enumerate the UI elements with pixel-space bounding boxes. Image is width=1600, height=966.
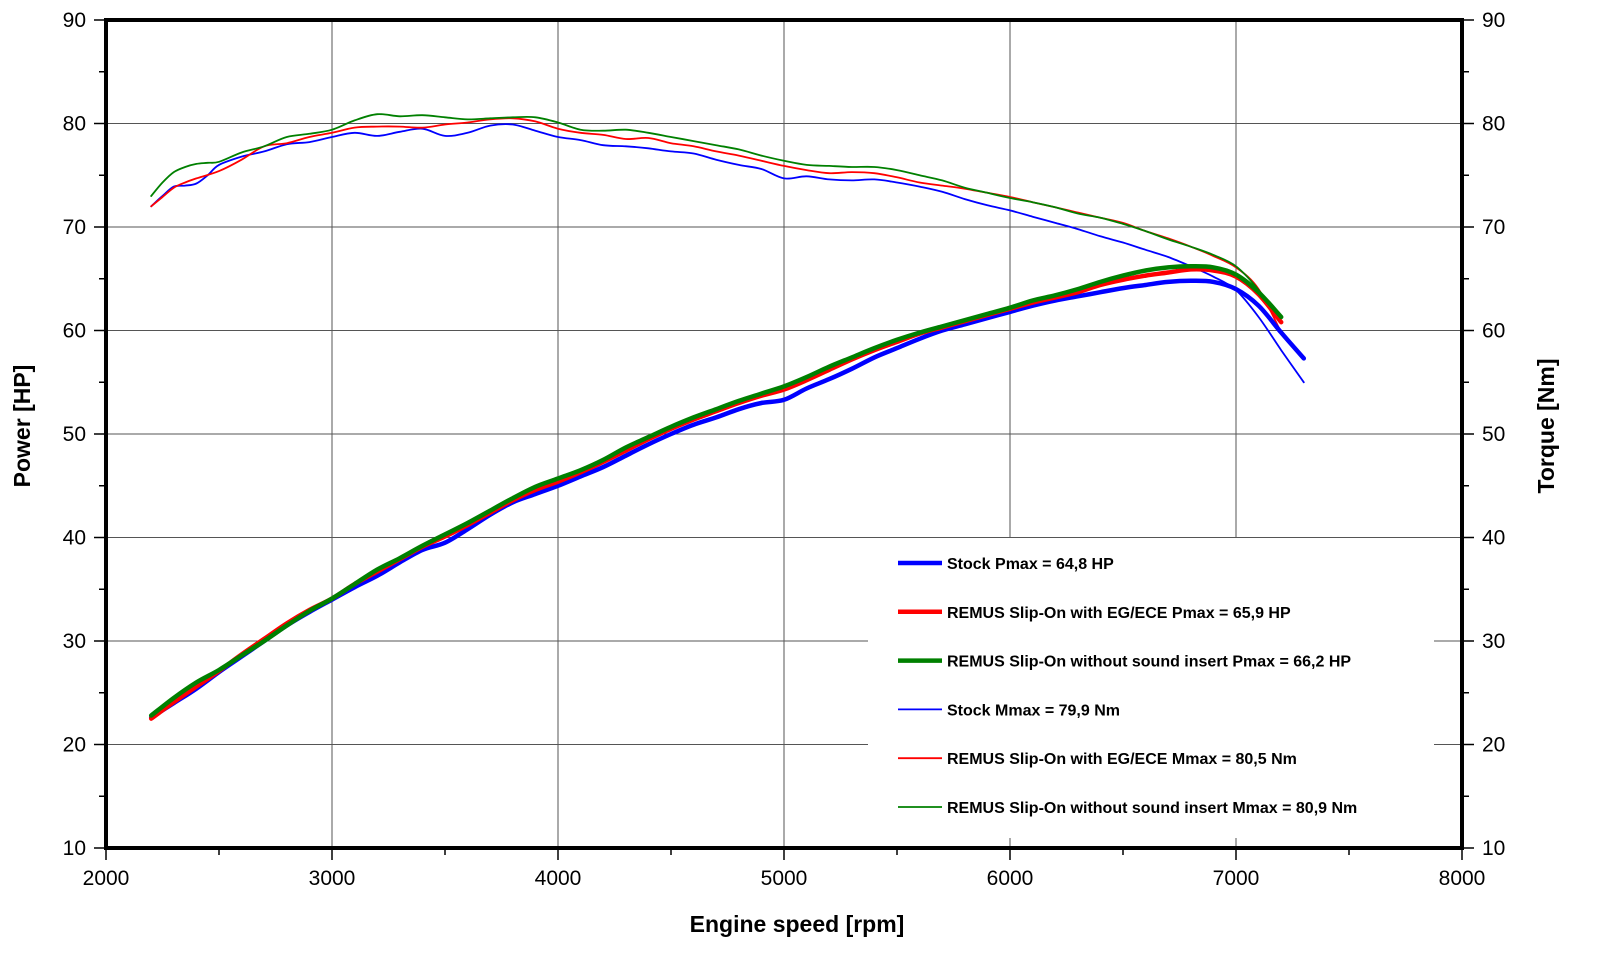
series-line-4 bbox=[150, 123, 1305, 384]
legend-label-3: REMUS Slip-On without sound insert Pmax … bbox=[947, 654, 1351, 671]
series-layer bbox=[148, 113, 1307, 721]
y-tick-label: 20 bbox=[63, 734, 86, 757]
y-tick-label: 30 bbox=[63, 630, 86, 653]
y-tick-label: 60 bbox=[63, 320, 86, 343]
y2-tick-label: 10 bbox=[1482, 837, 1505, 860]
legend-label-4: Stock Mmax = 79,9 Nm bbox=[947, 702, 1120, 719]
y2-tick-label: 40 bbox=[1482, 527, 1505, 550]
legend-label-6: REMUS Slip-On without sound insert Mmax … bbox=[947, 800, 1357, 817]
y-tick-label: 10 bbox=[63, 837, 86, 860]
y2-tick-label: 90 bbox=[1482, 9, 1505, 32]
x-axis-title: Engine speed [rpm] bbox=[690, 911, 905, 937]
x-tick-label: 3000 bbox=[309, 867, 356, 890]
y2-tick-label: 50 bbox=[1482, 423, 1505, 446]
x-tick-label: 8000 bbox=[1439, 867, 1486, 890]
x-tick-label: 7000 bbox=[1213, 867, 1260, 890]
y-axis-title: Power [HP] bbox=[9, 365, 35, 488]
y2-tick-label: 20 bbox=[1482, 734, 1505, 757]
y-tick-label: 80 bbox=[63, 113, 86, 136]
y2-tick-label: 30 bbox=[1482, 630, 1505, 653]
y2-tick-label: 60 bbox=[1482, 320, 1505, 343]
legend: Stock Pmax = 64,8 HP REMUS Slip-On with E… bbox=[868, 538, 1434, 838]
y-tick-label: 40 bbox=[63, 527, 86, 550]
y2-tick-label: 70 bbox=[1482, 216, 1505, 239]
legend-box bbox=[868, 538, 1434, 838]
series-line-6 bbox=[150, 113, 1283, 325]
y2-axis-title: Torque [Nm] bbox=[1533, 358, 1559, 493]
legend-label-2: REMUS Slip-On with EG/ECE Pmax = 65,9 HP bbox=[947, 605, 1291, 622]
y-tick-label: 90 bbox=[63, 9, 86, 32]
y-tick-label: 70 bbox=[63, 216, 86, 239]
x-tick-label: 2000 bbox=[83, 867, 130, 890]
x-tick-label: 4000 bbox=[535, 867, 582, 890]
y2-tick-label: 80 bbox=[1482, 113, 1505, 136]
legend-label-5: REMUS Slip-On with EG/ECE Mmax = 80,5 Nm bbox=[947, 751, 1297, 768]
y-tick-label: 50 bbox=[63, 423, 86, 446]
axis-ticks: 2000 3000 4000 5000 6000 7000 8000 10 10 20 20 30 30… bbox=[63, 9, 1506, 890]
x-tick-label: 6000 bbox=[987, 867, 1034, 890]
legend-label-1: Stock Pmax = 64,8 HP bbox=[947, 556, 1114, 573]
series-line-3 bbox=[148, 264, 1284, 718]
x-tick-label: 5000 bbox=[761, 867, 808, 890]
